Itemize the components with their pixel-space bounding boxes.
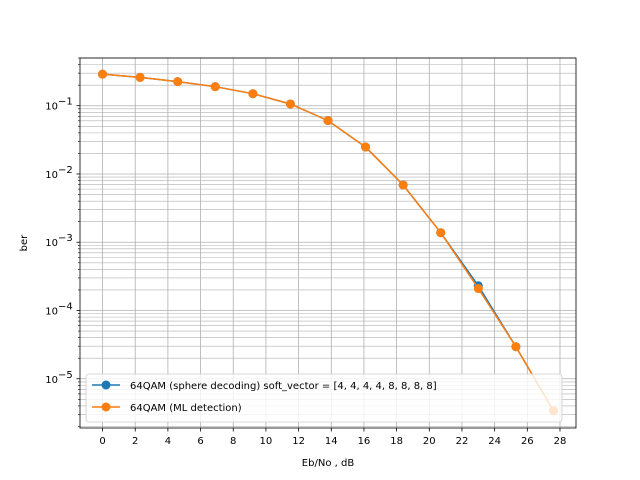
y-tick-exponent: −5	[58, 370, 73, 381]
x-tick-label: 18	[390, 436, 403, 447]
x-tick-label: 0	[99, 436, 105, 447]
data-point-series-1	[361, 142, 371, 152]
plot-frame	[79, 57, 577, 429]
series-lines	[98, 69, 558, 416]
data-point-series-1	[210, 82, 220, 92]
x-tick-label: 16	[358, 436, 371, 447]
x-tick-label: 6	[197, 436, 203, 447]
legend-marker-sphere	[101, 380, 111, 390]
data-point-series-1	[473, 284, 483, 294]
data-point-series-1	[323, 116, 333, 126]
y-tick-exponent: −3	[58, 233, 73, 244]
y-tick-exponent: −2	[58, 165, 73, 176]
x-tick-label: 28	[554, 436, 567, 447]
legend-label-sphere: 64QAM (sphere decoding) soft_vector = [4…	[130, 381, 437, 392]
x-tick-label: 2	[132, 436, 138, 447]
x-axis-label: Eb/No , dB	[302, 458, 355, 469]
legend-box	[85, 373, 563, 423]
y-tick-label: 10	[45, 375, 58, 386]
data-point-series-1	[98, 69, 108, 79]
x-tick-label: 20	[423, 436, 436, 447]
legend-marker-ml	[101, 402, 111, 412]
y-axis-label: ber	[19, 234, 30, 252]
data-point-series-1	[248, 89, 258, 99]
y-tick-label: 10	[45, 307, 58, 318]
x-tick-label: 14	[325, 436, 338, 447]
data-point-series-1	[285, 99, 295, 109]
x-tick-label: 24	[488, 436, 501, 447]
legend-label-ml: 64QAM (ML detection)	[130, 403, 242, 414]
data-point-series-1	[135, 72, 145, 82]
y-tick-label: 10	[45, 170, 58, 181]
y-tick-exponent: −4	[58, 302, 73, 313]
data-point-series-1	[511, 342, 521, 352]
legend: 64QAM (sphere decoding) soft_vector = [4…	[85, 373, 563, 423]
data-point-series-1	[173, 77, 183, 87]
x-tick-label: 12	[292, 436, 305, 447]
x-tick-label: 22	[456, 436, 469, 447]
data-point-series-1	[398, 180, 408, 190]
data-point-series-1	[436, 228, 446, 238]
x-tick-label: 26	[521, 436, 534, 447]
y-tick-label: 10	[45, 102, 58, 113]
y-tick-label: 10	[45, 238, 58, 249]
x-tick-label: 10	[260, 436, 273, 447]
y-tick-exponent: −1	[58, 97, 73, 108]
x-tick-label: 4	[165, 436, 171, 447]
x-tick-label: 8	[230, 436, 236, 447]
